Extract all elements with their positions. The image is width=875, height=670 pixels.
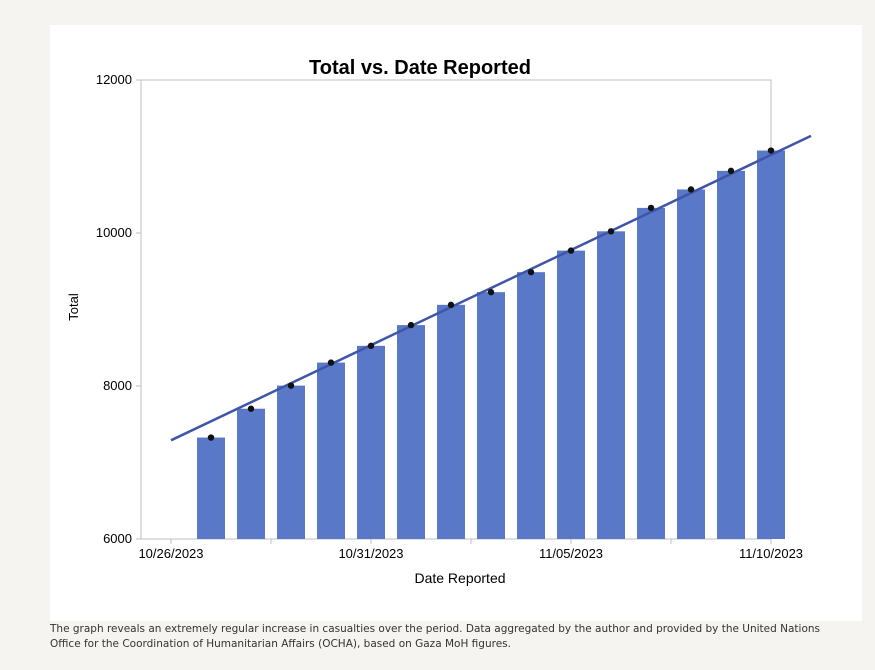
bar: [477, 292, 505, 539]
data-point: [727, 167, 735, 175]
bar: [197, 437, 225, 539]
bar: [317, 362, 345, 539]
bar: [517, 272, 545, 539]
data-point: [327, 359, 335, 366]
data-point: [367, 342, 375, 350]
data-point: [607, 228, 615, 235]
data-point: [767, 147, 775, 154]
bar: [437, 304, 465, 539]
bar: [677, 189, 705, 539]
y-tick-label: 12000: [96, 72, 132, 87]
bar: [277, 385, 305, 539]
x-axis: 10/26/2023 10/31/2023 11/05/2023 11/10/2023: [138, 539, 803, 561]
chart: Total vs. Date Reported Total Date Repor…: [66, 57, 812, 586]
bar: [597, 231, 625, 539]
data-point: [487, 288, 495, 296]
data-point: [527, 268, 535, 276]
data-point: [647, 204, 655, 212]
figure-card: Total vs. Date Reported Total Date Repor…: [50, 25, 862, 621]
bar: [757, 150, 785, 539]
y-axis-label: Total: [66, 293, 81, 321]
bar: [557, 250, 585, 539]
bar: [237, 408, 265, 539]
y-tick-label: 8000: [103, 378, 132, 393]
bar-series: [197, 150, 785, 539]
bar: [357, 345, 385, 539]
x-tick-label: 10/26/2023: [138, 546, 203, 561]
y-axis: 6000 8000 10000 12000: [96, 72, 141, 546]
point-series: [207, 147, 775, 441]
x-axis-label: Date Reported: [414, 570, 505, 586]
data-point: [287, 382, 295, 389]
data-point: [247, 405, 255, 412]
bar: [717, 170, 745, 539]
x-tick-label: 11/05/2023: [539, 546, 603, 561]
data-point: [407, 321, 415, 329]
x-tick-label: 10/31/2023: [338, 546, 403, 561]
data-point: [447, 301, 455, 309]
y-tick-label: 10000: [96, 225, 132, 240]
chart-title: Total vs. Date Reported: [309, 57, 531, 79]
data-point: [207, 434, 215, 441]
bar: [637, 207, 665, 539]
data-point: [567, 247, 575, 254]
figure-caption: The graph reveals an extremely regular i…: [50, 623, 821, 650]
y-tick-label: 6000: [103, 531, 132, 546]
bar: [397, 325, 425, 539]
data-point: [687, 186, 695, 193]
trend-line: [170, 134, 812, 442]
x-tick-label: 11/10/2023: [739, 546, 803, 561]
